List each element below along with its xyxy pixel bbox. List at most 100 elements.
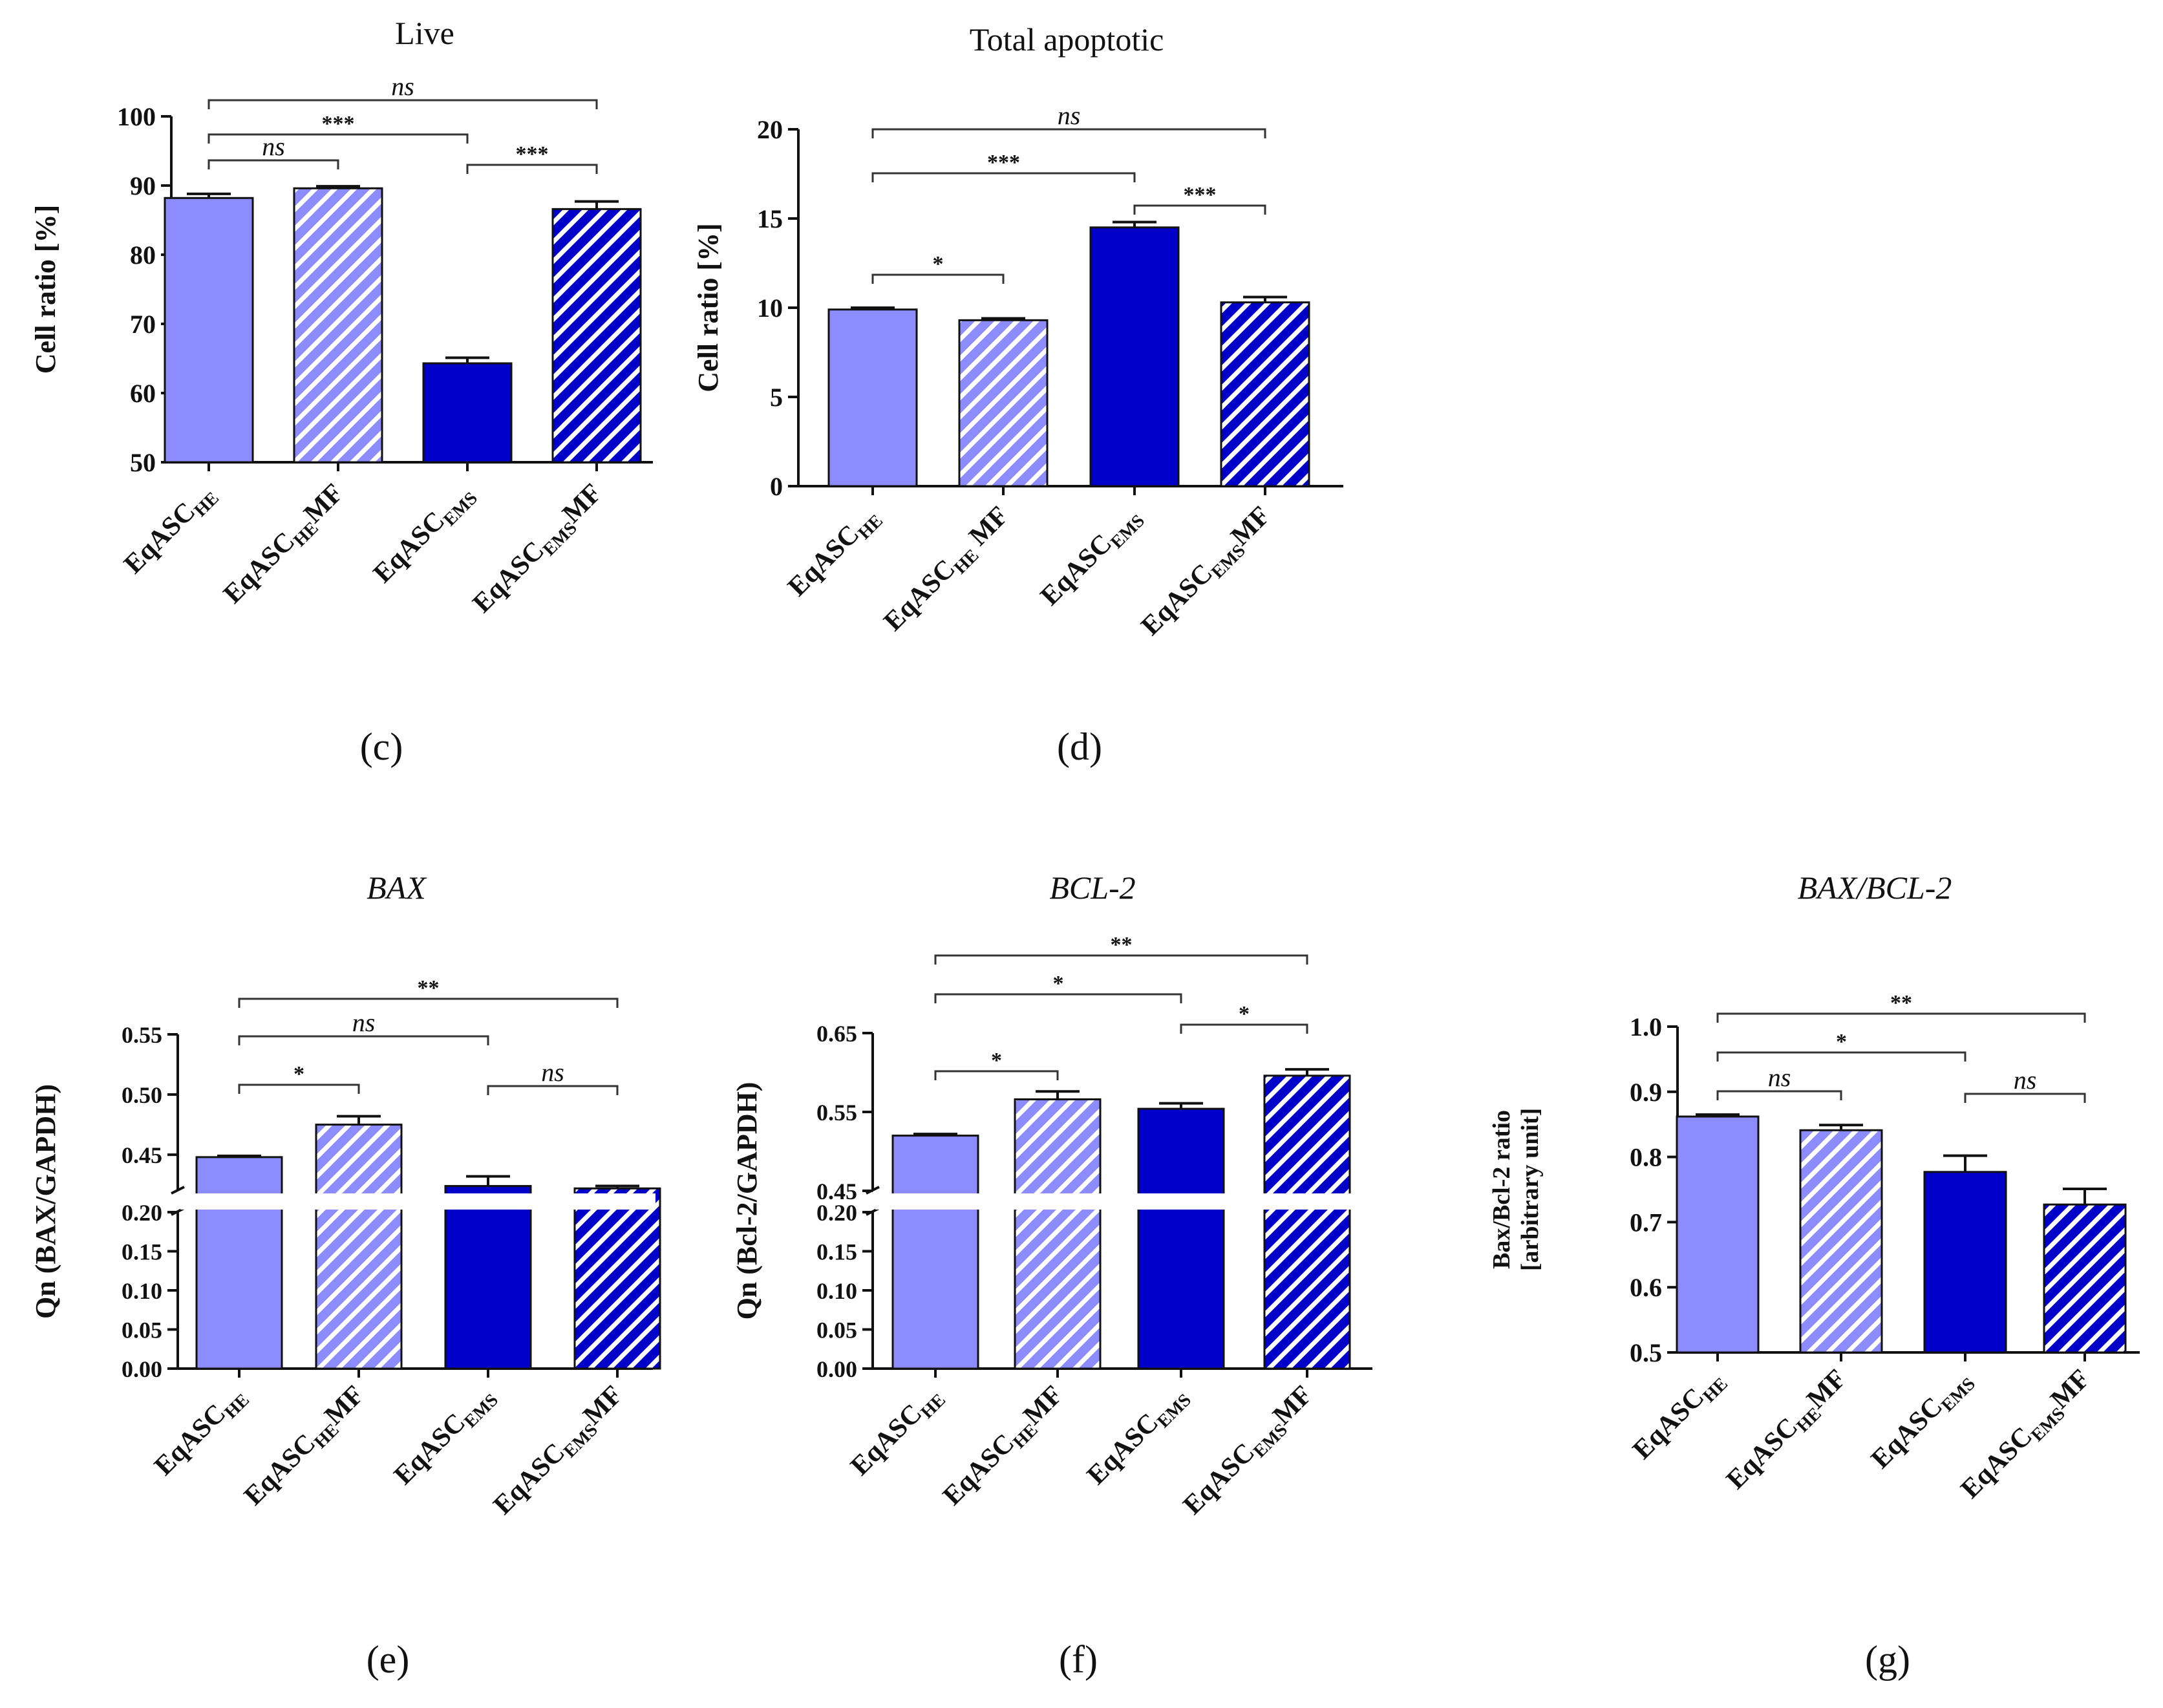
y-axis-label: Bax/Bcl-2 ratio bbox=[1488, 1110, 1515, 1269]
significance-label: * bbox=[293, 1062, 304, 1086]
bar bbox=[1676, 1115, 1760, 1354]
x-tick-label: EqASCHE bbox=[782, 501, 887, 606]
significance-bracket bbox=[1716, 1090, 1842, 1100]
y-axis-label-line2: [arbitrary unit] bbox=[1517, 1108, 1544, 1271]
x-tick-label: EqASCEMS bbox=[1035, 501, 1149, 615]
significance-bracket bbox=[1180, 1023, 1308, 1034]
y-tick-label: 5 bbox=[770, 383, 783, 412]
y-tick-label: 60 bbox=[130, 379, 156, 408]
bar bbox=[1220, 301, 1310, 487]
bar bbox=[2043, 1203, 2127, 1354]
significance-bracket bbox=[208, 133, 469, 144]
y-tick-label: 15 bbox=[757, 204, 783, 233]
significance-label: ** bbox=[1890, 991, 1912, 1015]
significance-bracket bbox=[871, 128, 1266, 138]
chart-title: BAX/BCL-2 bbox=[1798, 870, 1952, 906]
bar bbox=[1089, 226, 1180, 487]
bar bbox=[1263, 1074, 1351, 1370]
y-tick-label: 0.15 bbox=[816, 1239, 857, 1265]
significance-bracket bbox=[871, 273, 1005, 284]
bar bbox=[293, 187, 383, 464]
bar bbox=[164, 197, 254, 464]
bar bbox=[1799, 1129, 1883, 1354]
y-tick-label: 0.65 bbox=[816, 1021, 857, 1047]
significance-label: * bbox=[933, 252, 944, 276]
significance-bracket bbox=[871, 172, 1136, 182]
axis-break-gap bbox=[180, 1193, 655, 1210]
bar bbox=[573, 1187, 661, 1370]
y-tick-label: 1.0 bbox=[1630, 1012, 1662, 1041]
significance-label: ns bbox=[2014, 1065, 2037, 1094]
significance-bracket bbox=[238, 1084, 360, 1094]
y-axis-label: Cell ratio [%] bbox=[30, 205, 61, 374]
significance-label: * bbox=[1053, 972, 1064, 996]
bar bbox=[551, 208, 642, 464]
significance-label: *** bbox=[987, 151, 1020, 175]
y-tick-label: 0.55 bbox=[816, 1100, 857, 1126]
significance-bracket bbox=[1716, 1051, 1966, 1062]
y-tick-label: 0.20 bbox=[122, 1200, 162, 1226]
x-tick-label: EqASCEMSMF bbox=[1136, 501, 1279, 645]
x-tick-label: EqASCHE bbox=[845, 1380, 950, 1485]
panel-label: (e) bbox=[367, 1638, 410, 1681]
x-tick-label: EqASCHEMF bbox=[1721, 1364, 1855, 1499]
bar bbox=[827, 308, 918, 487]
significance-label: ns bbox=[352, 1008, 376, 1037]
y-tick-label: 50 bbox=[130, 448, 156, 477]
significance-label: ns bbox=[1768, 1063, 1791, 1092]
axis-break-gap bbox=[875, 1193, 1375, 1210]
chart-title: BCL-2 bbox=[1049, 870, 1135, 906]
x-tick-label: EqASCHE bbox=[149, 1380, 253, 1485]
x-tick-label: EqASCHE MF bbox=[879, 501, 1018, 640]
y-tick-label: 0.15 bbox=[122, 1239, 162, 1265]
chart-title: Live bbox=[395, 15, 454, 51]
axis-break-mark bbox=[171, 1186, 185, 1195]
significance-label: ns bbox=[1058, 101, 1081, 130]
significance-label: *** bbox=[1184, 183, 1217, 207]
y-tick-label: 90 bbox=[130, 171, 156, 200]
significance-bracket bbox=[934, 954, 1308, 965]
y-tick-label: 0.05 bbox=[122, 1318, 162, 1343]
x-tick-label: EqASCEMS bbox=[368, 478, 482, 592]
y-tick-label: 0.45 bbox=[122, 1142, 162, 1168]
y-tick-label: 0.20 bbox=[816, 1200, 857, 1226]
significance-label: ** bbox=[418, 976, 440, 1000]
significance-label: ** bbox=[1111, 933, 1133, 957]
x-tick-label: EqASCEMSMF bbox=[467, 478, 611, 622]
y-tick-label: 100 bbox=[117, 102, 156, 131]
x-tick-label: EqASCHEMF bbox=[239, 1380, 373, 1515]
significance-label: ns bbox=[262, 132, 285, 161]
chart-panel-e: BAX Qn (BAX/GAPDH) 0.45 0.50 0.55 0.00 0.05 0.1… bbox=[30, 870, 661, 1681]
chart-title: Total apoptotic bbox=[970, 21, 1164, 58]
y-tick-label: 0.6 bbox=[1630, 1273, 1662, 1302]
significance-bracket bbox=[208, 159, 339, 169]
x-tick-label: EqASCHEMF bbox=[937, 1380, 1072, 1515]
bar bbox=[1014, 1098, 1102, 1370]
significance-label: * bbox=[1836, 1030, 1847, 1054]
y-tick-label: 0.00 bbox=[122, 1356, 162, 1382]
panel-label: (c) bbox=[360, 725, 403, 768]
y-tick-label: 0.00 bbox=[816, 1356, 857, 1382]
y-tick-label: 0.10 bbox=[816, 1278, 857, 1304]
y-tick-label: 70 bbox=[130, 310, 156, 339]
significance-label: ns bbox=[391, 72, 414, 101]
y-tick-label: 0.55 bbox=[122, 1022, 162, 1048]
significance-bracket bbox=[934, 1070, 1059, 1080]
y-tick-label: 0.05 bbox=[816, 1318, 857, 1343]
y-tick-label: 80 bbox=[130, 240, 156, 270]
significance-label: *** bbox=[322, 112, 355, 136]
y-tick-label: 0.8 bbox=[1630, 1143, 1662, 1172]
y-tick-label: 0.10 bbox=[122, 1278, 162, 1304]
significance-label: *** bbox=[516, 142, 549, 166]
y-tick-label: 0 bbox=[770, 472, 783, 501]
y-tick-label: 0.7 bbox=[1630, 1208, 1662, 1237]
x-tick-label: EqASCHEMF bbox=[218, 478, 352, 613]
x-tick-label: EqASCEMSMF bbox=[1178, 1380, 1321, 1524]
x-tick-label: EqASCHE bbox=[1627, 1364, 1732, 1469]
significance-bracket bbox=[238, 998, 619, 1008]
significance-label: * bbox=[1239, 1002, 1250, 1026]
significance-bracket bbox=[208, 99, 598, 109]
significance-bracket bbox=[466, 164, 598, 174]
